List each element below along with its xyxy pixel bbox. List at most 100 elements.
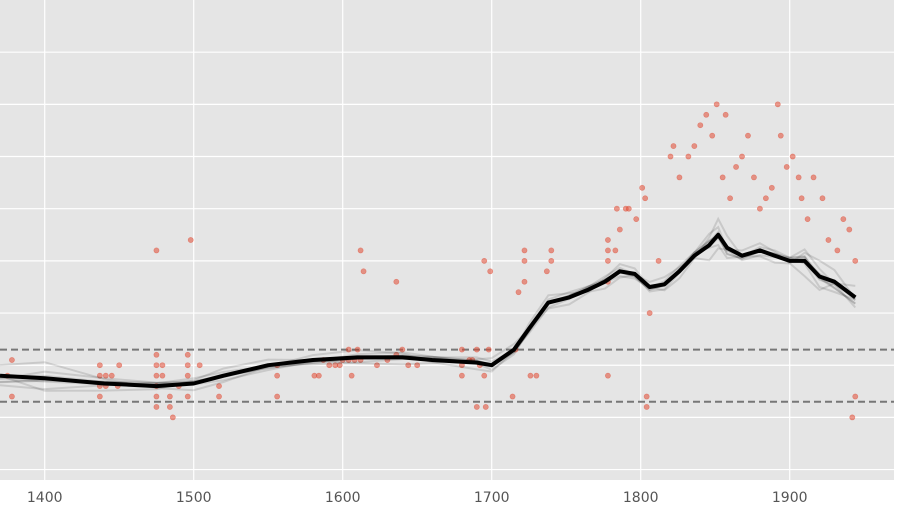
data-point bbox=[159, 362, 166, 369]
data-point bbox=[153, 393, 160, 400]
reference-lines bbox=[0, 348, 894, 403]
data-point bbox=[153, 372, 160, 379]
data-point bbox=[616, 226, 623, 233]
data-point bbox=[216, 393, 222, 400]
data-point bbox=[795, 174, 802, 181]
x-tick-label: 1500 bbox=[176, 490, 212, 506]
data-point bbox=[804, 216, 811, 223]
data-point bbox=[605, 372, 611, 379]
data-point bbox=[655, 257, 662, 264]
data-point bbox=[159, 372, 166, 379]
data-point bbox=[354, 346, 361, 353]
data-point bbox=[548, 257, 555, 264]
data-point bbox=[789, 153, 796, 160]
data-point bbox=[184, 362, 191, 369]
data-point bbox=[613, 205, 620, 212]
data-point bbox=[473, 404, 480, 410]
data-point bbox=[543, 268, 550, 275]
data-point bbox=[485, 346, 492, 353]
data-point bbox=[473, 346, 480, 353]
data-point bbox=[399, 346, 406, 353]
data-point bbox=[825, 237, 832, 243]
data-point bbox=[719, 174, 726, 181]
data-point bbox=[9, 393, 15, 400]
x-tick-label: 1400 bbox=[27, 490, 63, 506]
data-point bbox=[768, 184, 775, 191]
data-point bbox=[722, 111, 729, 118]
data-point bbox=[605, 257, 611, 264]
data-point bbox=[196, 362, 203, 369]
data-point bbox=[169, 414, 176, 421]
data-point bbox=[184, 351, 191, 358]
data-point bbox=[102, 372, 109, 379]
data-point bbox=[216, 383, 222, 389]
data-point bbox=[515, 289, 522, 296]
data-point bbox=[315, 372, 322, 379]
data-point bbox=[374, 362, 380, 369]
data-point bbox=[533, 372, 540, 379]
data-point bbox=[348, 372, 355, 379]
data-point bbox=[777, 132, 784, 139]
data-point bbox=[509, 393, 516, 400]
data-point bbox=[153, 404, 160, 410]
data-point bbox=[639, 184, 646, 191]
data-point bbox=[108, 372, 115, 379]
data-point bbox=[852, 393, 859, 400]
data-point bbox=[727, 195, 733, 202]
data-point bbox=[336, 362, 343, 369]
data-point bbox=[166, 404, 173, 410]
data-point bbox=[798, 195, 805, 202]
data-point bbox=[810, 174, 817, 181]
data-point bbox=[548, 247, 555, 254]
data-point bbox=[187, 237, 194, 243]
data-point bbox=[405, 362, 412, 369]
plot-panel bbox=[0, 0, 894, 480]
data-point bbox=[458, 346, 465, 353]
data-point bbox=[481, 257, 488, 264]
data-point bbox=[703, 111, 710, 118]
data-point bbox=[667, 153, 674, 160]
gridlines bbox=[0, 0, 894, 480]
data-point bbox=[612, 247, 619, 254]
data-point bbox=[783, 164, 790, 170]
data-point bbox=[360, 268, 367, 275]
data-point bbox=[691, 143, 698, 149]
data-point bbox=[96, 372, 103, 379]
data-point bbox=[521, 247, 528, 254]
data-point bbox=[326, 362, 333, 369]
data-point bbox=[153, 247, 160, 254]
data-point bbox=[757, 205, 763, 212]
data-point bbox=[709, 132, 716, 139]
x-tick-label: 1600 bbox=[325, 490, 361, 506]
data-point bbox=[633, 216, 640, 223]
data-point bbox=[685, 153, 692, 160]
data-point bbox=[840, 216, 847, 223]
data-point bbox=[751, 174, 757, 181]
data-point bbox=[739, 153, 745, 160]
data-point bbox=[458, 372, 465, 379]
data-point bbox=[605, 237, 611, 243]
data-point bbox=[697, 122, 704, 129]
data-point bbox=[852, 257, 859, 264]
data-point bbox=[834, 247, 841, 254]
x-tick-label: 1700 bbox=[474, 490, 510, 506]
data-point bbox=[487, 268, 494, 275]
data-point bbox=[96, 393, 103, 400]
data-point bbox=[481, 372, 488, 379]
data-point bbox=[646, 310, 653, 316]
data-point bbox=[762, 195, 769, 202]
data-point bbox=[849, 414, 856, 421]
data-point bbox=[643, 404, 650, 410]
x-tick-label: 1800 bbox=[623, 490, 659, 506]
data-point bbox=[345, 346, 352, 353]
data-point bbox=[116, 362, 123, 369]
data-point bbox=[166, 393, 173, 400]
data-point bbox=[745, 132, 751, 139]
data-point bbox=[642, 195, 649, 202]
data-point bbox=[521, 278, 528, 285]
trend-band bbox=[0, 216, 857, 392]
data-point bbox=[393, 278, 400, 285]
data-point bbox=[713, 101, 720, 108]
data-point bbox=[625, 205, 632, 212]
